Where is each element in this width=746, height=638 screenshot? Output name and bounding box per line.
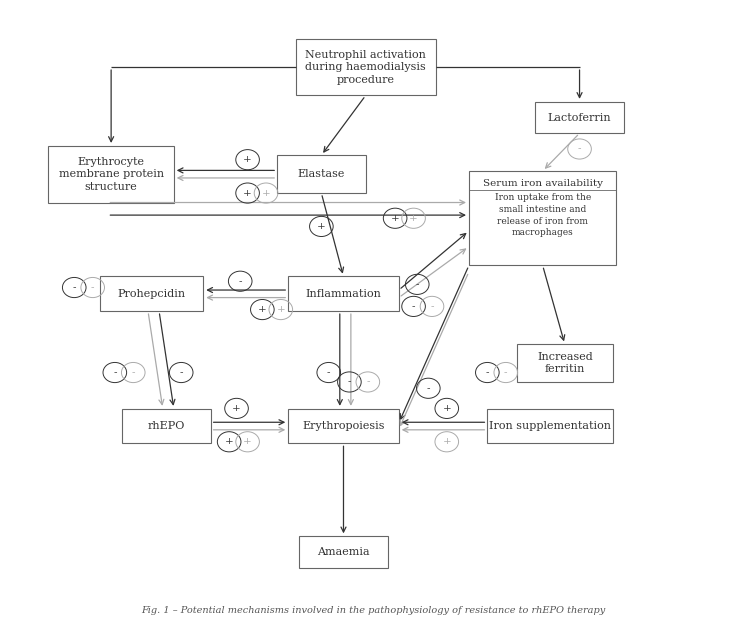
Text: Increased
ferritin: Increased ferritin — [537, 352, 592, 375]
Text: +: + — [243, 155, 252, 164]
Text: -: - — [427, 384, 430, 393]
Text: +: + — [442, 404, 451, 413]
Text: +: + — [232, 404, 241, 413]
Text: +: + — [225, 437, 233, 447]
Text: rhEPO: rhEPO — [148, 421, 185, 431]
Text: Inflammation: Inflammation — [306, 289, 381, 299]
Text: Amaemia: Amaemia — [317, 547, 370, 557]
Text: +: + — [442, 437, 451, 447]
Text: -: - — [412, 302, 416, 311]
FancyBboxPatch shape — [277, 155, 366, 193]
Text: Fig. 1 – Potential mechanisms involved in the pathophysiology of resistance to r: Fig. 1 – Potential mechanisms involved i… — [141, 606, 605, 615]
Text: +: + — [277, 305, 285, 314]
Text: +: + — [391, 214, 400, 223]
Text: +: + — [243, 189, 252, 198]
Text: -: - — [578, 144, 581, 154]
Text: -: - — [239, 277, 242, 286]
Text: +: + — [258, 305, 267, 314]
Text: +: + — [317, 222, 326, 231]
Text: -: - — [416, 280, 419, 289]
Text: +: + — [243, 437, 252, 447]
FancyBboxPatch shape — [100, 276, 204, 311]
Text: -: - — [113, 368, 116, 377]
FancyBboxPatch shape — [122, 409, 210, 443]
Text: -: - — [131, 368, 135, 377]
Text: +: + — [410, 214, 418, 223]
FancyBboxPatch shape — [48, 146, 174, 202]
Text: Prohepcidin: Prohepcidin — [118, 289, 186, 299]
Text: -: - — [486, 368, 489, 377]
FancyBboxPatch shape — [299, 536, 388, 568]
FancyBboxPatch shape — [469, 171, 616, 265]
Text: Elastase: Elastase — [298, 169, 345, 179]
Text: -: - — [91, 283, 95, 292]
Text: -: - — [366, 378, 369, 387]
Text: -: - — [327, 368, 330, 377]
Text: Iron supplementation: Iron supplementation — [489, 421, 611, 431]
FancyBboxPatch shape — [295, 39, 436, 96]
Text: -: - — [504, 368, 507, 377]
FancyBboxPatch shape — [288, 276, 399, 311]
Text: Erythropoiesis: Erythropoiesis — [302, 421, 385, 431]
Text: Neutrophil activation
during haemodialysis
procedure: Neutrophil activation during haemodialys… — [305, 50, 426, 84]
Text: Iron uptake from the
small intestine and
release of iron from
macrophages: Iron uptake from the small intestine and… — [495, 193, 591, 237]
Text: Lactoferrin: Lactoferrin — [548, 112, 612, 122]
FancyBboxPatch shape — [288, 409, 399, 443]
FancyBboxPatch shape — [517, 344, 612, 382]
Text: -: - — [72, 283, 76, 292]
Text: Serum iron availability: Serum iron availability — [483, 179, 603, 188]
Text: -: - — [430, 302, 433, 311]
Text: Erythrocyte
membrane protein
structure: Erythrocyte membrane protein structure — [59, 157, 163, 191]
Text: -: - — [180, 368, 183, 377]
Text: +: + — [262, 189, 270, 198]
FancyBboxPatch shape — [536, 102, 624, 133]
FancyBboxPatch shape — [487, 409, 612, 443]
Text: -: - — [348, 378, 351, 387]
